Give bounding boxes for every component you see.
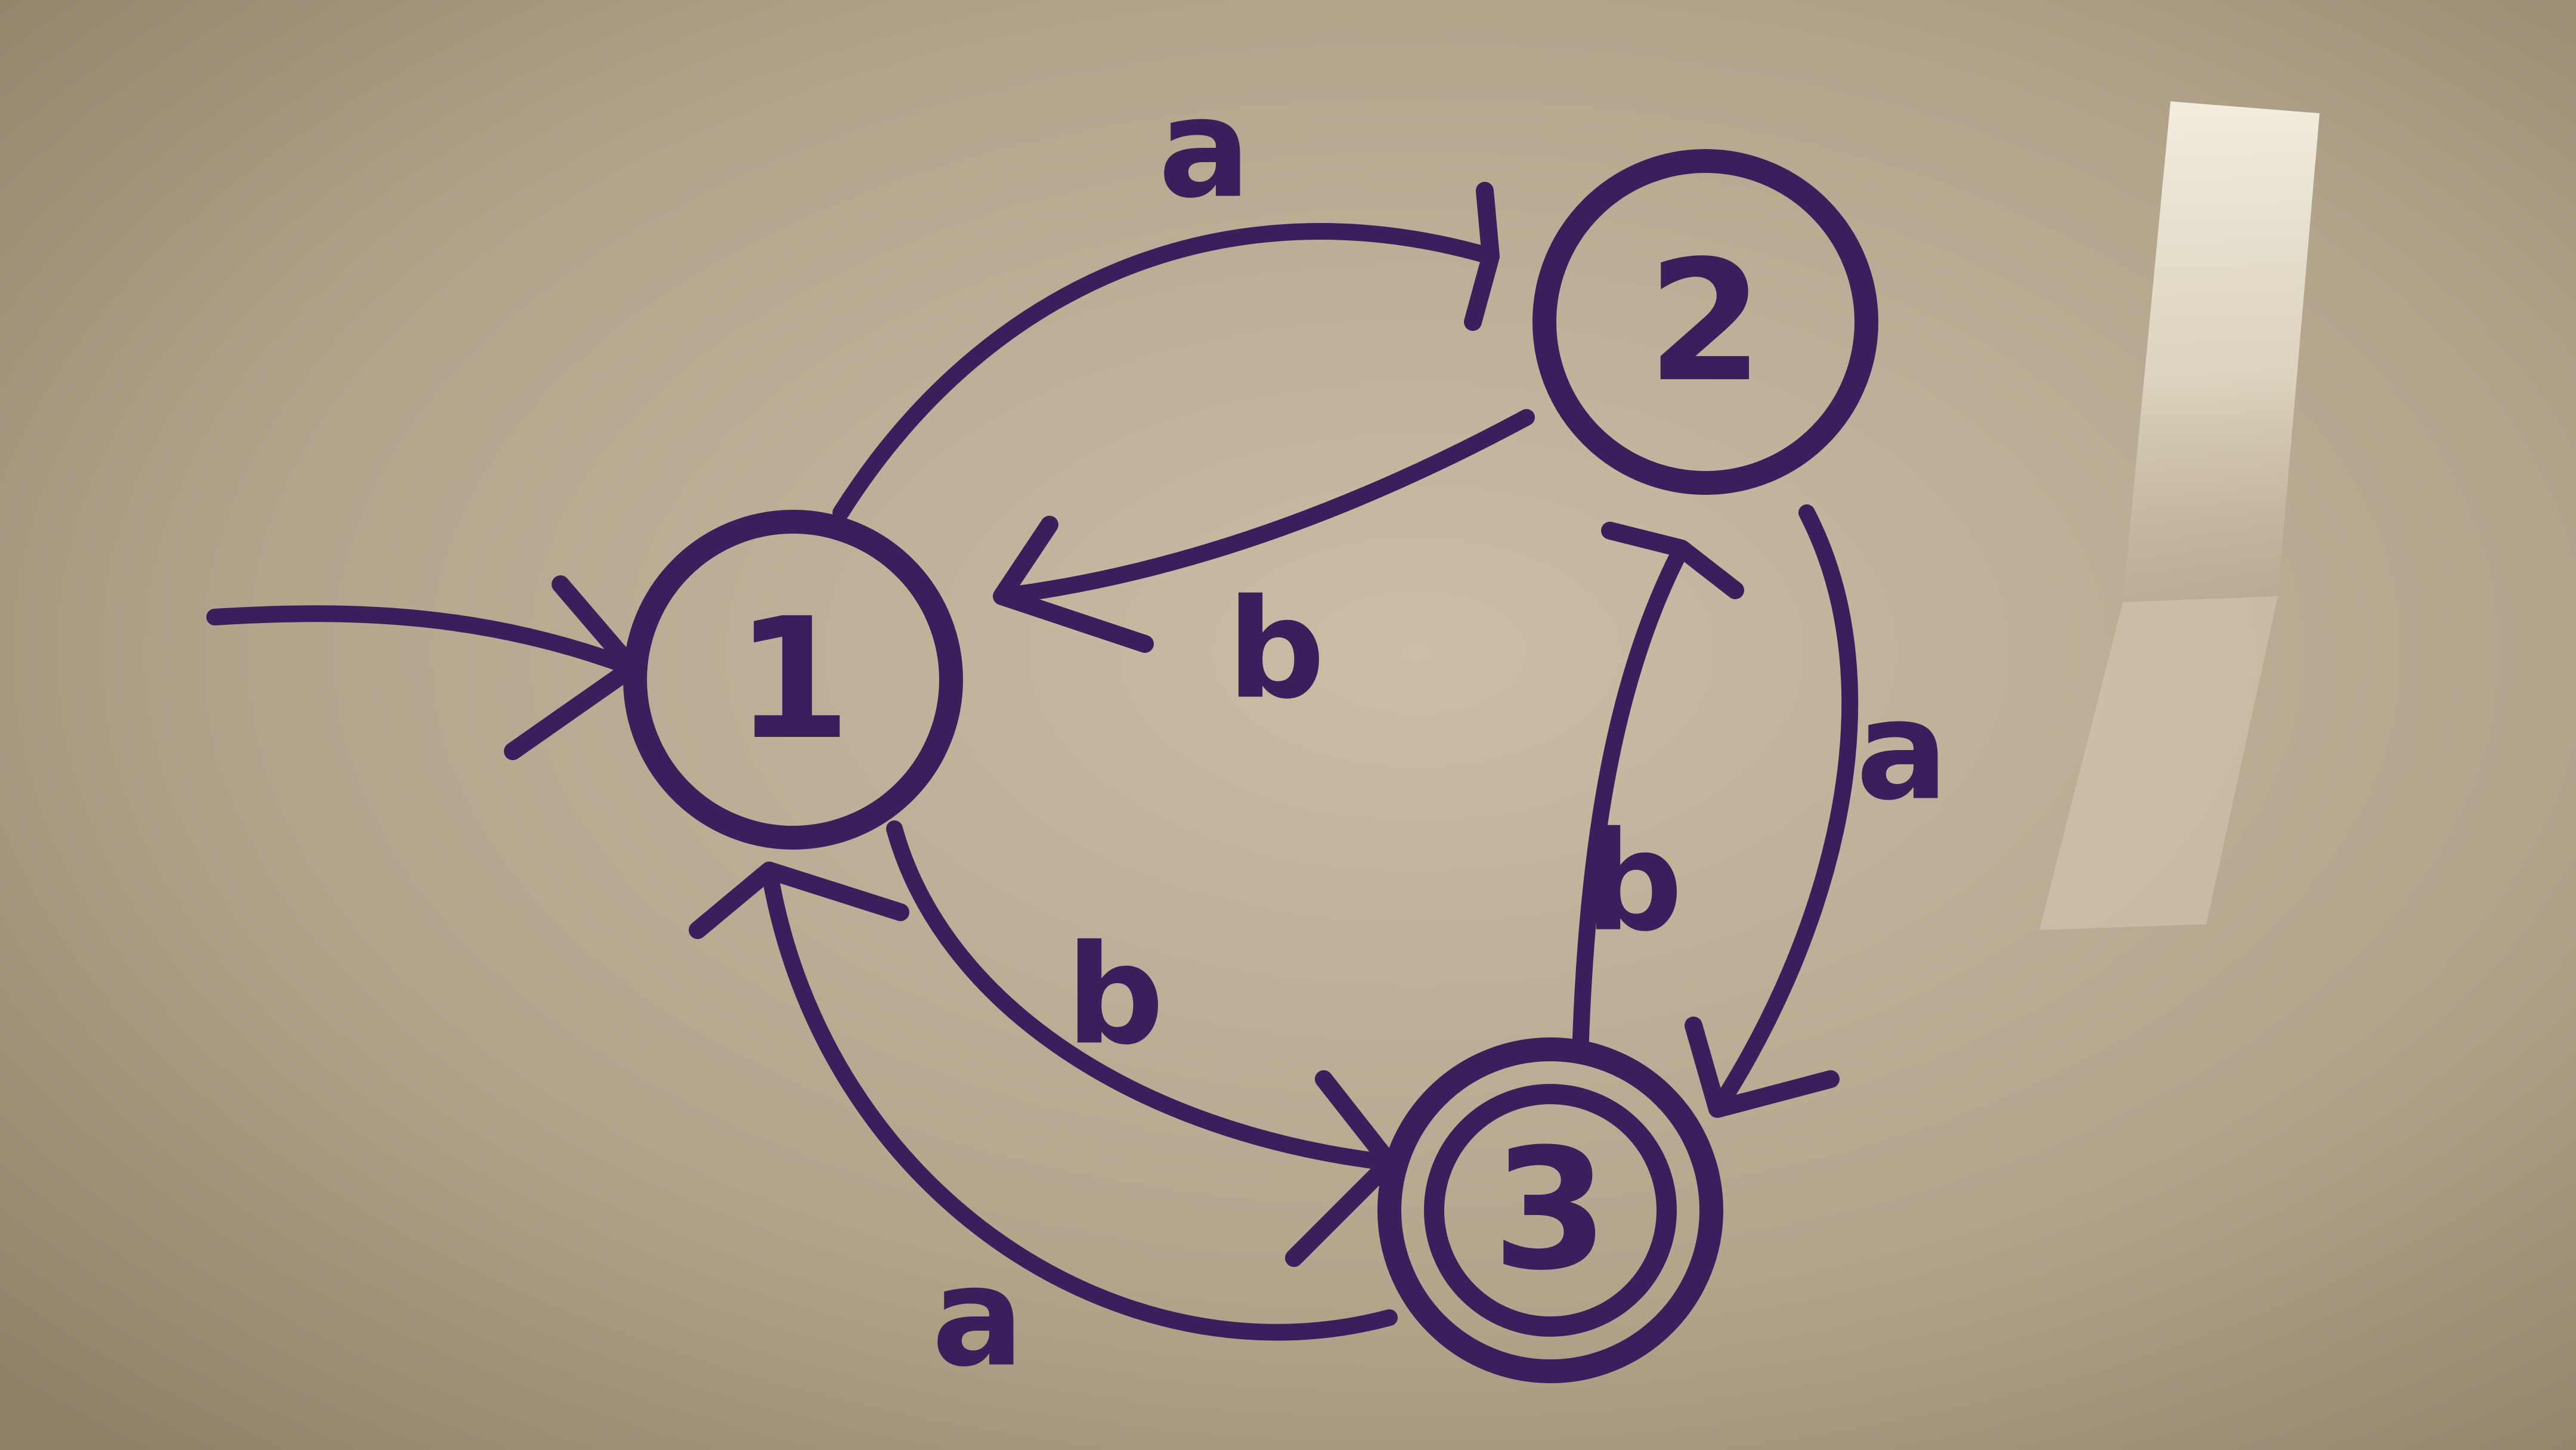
transition-3-to-2-symbol: b [1585, 803, 1683, 962]
state-2-circle [1532, 149, 1878, 495]
transition-3-to-2-line [1572, 540, 1690, 1064]
transition-1-to-2-arrowhead [1464, 182, 1500, 331]
state-1-circle [623, 510, 963, 850]
state-nodes: 1 2 3 [623, 149, 1878, 1383]
transition-2-to-3-line [1709, 504, 1859, 1117]
state-3-accepting-ring [1424, 1084, 1677, 1337]
transition-2-to-3-arrowhead [1685, 1017, 1840, 1118]
transition-1-to-3-line [886, 820, 1398, 1171]
state-2: 2 [1532, 149, 1878, 495]
light-glare [2123, 101, 2320, 602]
state-3: 3 [1377, 1037, 1723, 1383]
transition-2-to-1-arrowhead [993, 516, 1154, 653]
transition-3-to-1-line [761, 862, 1398, 1341]
transition-labels: a b b a a b [931, 70, 1948, 1398]
transition-3-to-2 [1572, 522, 1744, 1064]
state-3-label: 3 [1493, 1113, 1609, 1308]
transition-3-to-1-arrowhead [689, 862, 909, 939]
light-glare-tail [2039, 596, 2278, 930]
state-1: 1 [623, 510, 963, 850]
transition-1-to-2-line [832, 223, 1499, 521]
transition-2-to-1-line [993, 409, 1535, 605]
transition-3-to-2-arrowhead [1601, 522, 1744, 599]
transition-2-to-3-symbol: a [1856, 672, 1948, 831]
state-1-label: 1 [735, 583, 852, 777]
transition-2-to-3 [1685, 504, 1859, 1118]
transition-1-to-3-symbol: b [1066, 916, 1165, 1076]
transition-3-to-1 [689, 862, 1398, 1341]
transition-1-to-2 [832, 182, 1500, 521]
state-2-label: 2 [1648, 225, 1764, 419]
transition-1-to-2-symbol: a [1158, 70, 1250, 229]
transition-3-to-1-symbol: a [931, 1238, 1024, 1398]
start-arrow-line [206, 605, 640, 676]
transition-2-to-1 [993, 409, 1535, 653]
state-3-circle [1377, 1037, 1723, 1383]
transition-2-to-1-symbol: b [1227, 571, 1326, 730]
